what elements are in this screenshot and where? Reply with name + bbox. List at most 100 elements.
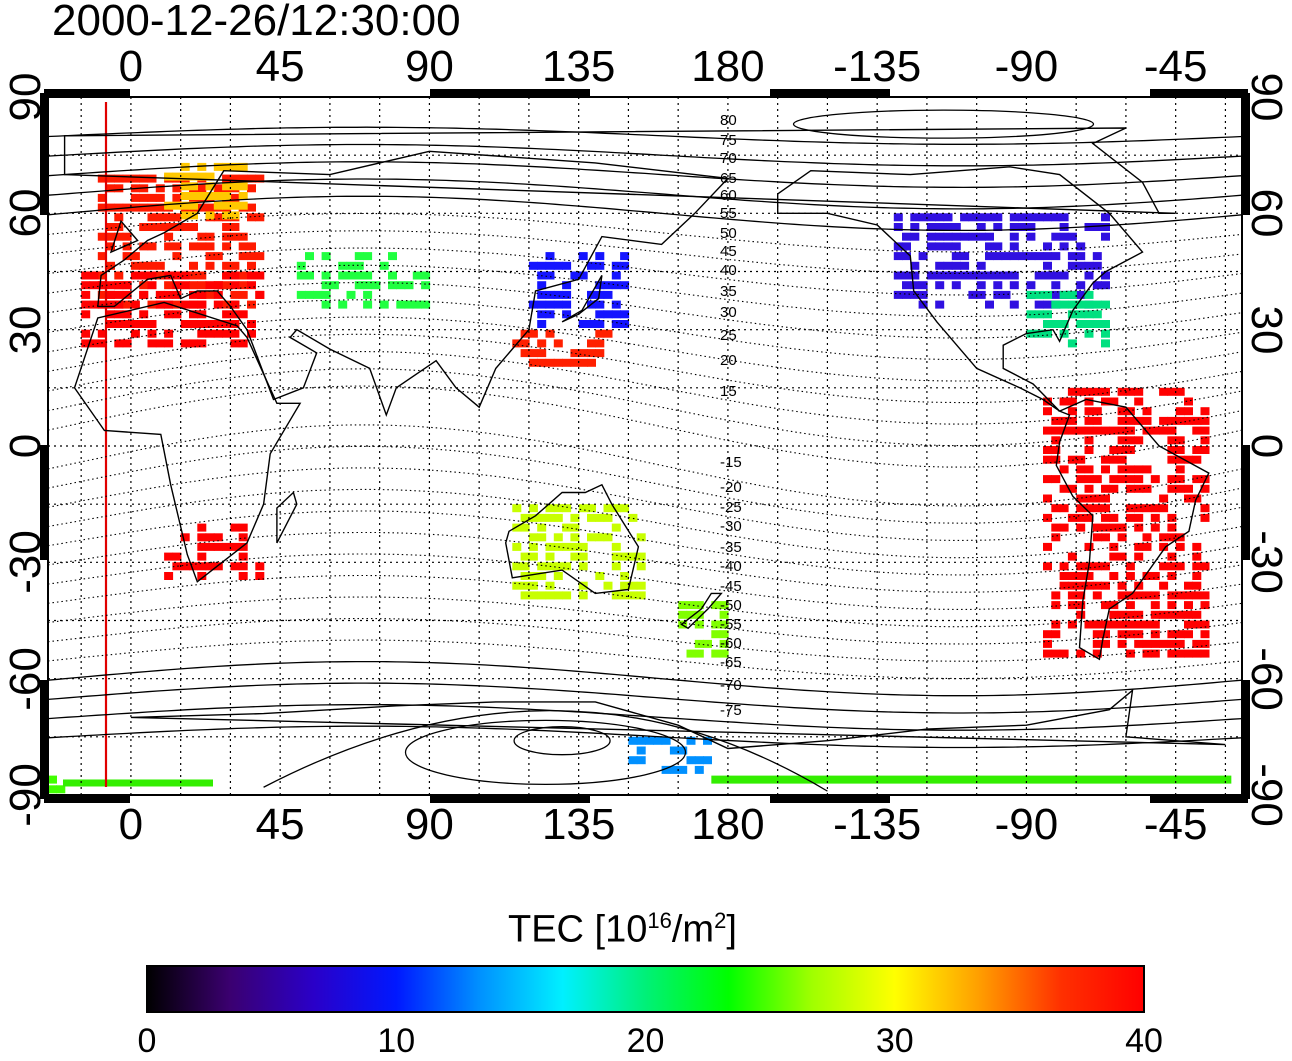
mlat-contour xyxy=(47,639,1243,680)
tec-cell xyxy=(1167,523,1177,532)
tec-cell xyxy=(893,252,903,261)
colorbar-tick: 20 xyxy=(626,1022,665,1060)
tec-cell xyxy=(611,591,621,600)
tec-cell xyxy=(976,271,986,280)
tec-cell xyxy=(910,281,920,290)
tec-cell xyxy=(553,533,563,542)
tec-cell xyxy=(1175,591,1185,600)
tec-cell xyxy=(164,232,174,241)
tec-cell xyxy=(1026,281,1036,290)
tec-cell xyxy=(719,630,729,639)
coast-new-zealand xyxy=(680,592,723,630)
tec-cell xyxy=(1192,620,1202,629)
tec-cell xyxy=(1117,639,1127,648)
tec-cell xyxy=(238,232,248,241)
contour-label: 20 xyxy=(720,352,737,369)
tec-cell xyxy=(97,193,107,202)
tec-cell xyxy=(1059,223,1069,231)
tec-cell xyxy=(1067,581,1077,590)
tec-cell xyxy=(205,203,215,212)
tec-cell xyxy=(1084,436,1094,445)
tec-cell xyxy=(1192,649,1202,658)
tec-cell xyxy=(122,281,132,290)
tec-cell xyxy=(1043,639,1052,648)
tec-cell xyxy=(197,329,207,338)
tec-cell xyxy=(1084,494,1094,503)
tec-cell xyxy=(1175,484,1185,493)
tec-cell xyxy=(1184,416,1193,425)
tec-cell xyxy=(1167,475,1177,484)
tec-cell xyxy=(653,736,663,745)
tec-cell xyxy=(545,581,555,590)
tec-cell xyxy=(1059,242,1069,251)
tec-cell xyxy=(1034,252,1044,261)
axis-bar-right xyxy=(1243,680,1250,799)
tec-cell xyxy=(1043,271,1052,280)
tec-cell xyxy=(329,281,339,290)
tec-cell xyxy=(230,281,240,290)
tec-cell xyxy=(247,320,256,328)
tec-cell xyxy=(1051,455,1061,464)
tec-cell xyxy=(512,523,522,532)
tec-cell xyxy=(238,271,248,280)
tec-cell xyxy=(636,533,646,542)
tec-cell xyxy=(1092,649,1102,658)
tec-cell xyxy=(1043,407,1052,416)
tec-cell xyxy=(81,310,91,319)
tec-cell xyxy=(1142,407,1152,416)
tec-cell xyxy=(537,320,547,328)
tec-cell xyxy=(926,242,936,251)
tec-cell xyxy=(1192,455,1202,464)
tec-cell xyxy=(1125,436,1135,445)
tec-cell xyxy=(1142,572,1152,580)
tec-cell xyxy=(1159,426,1169,435)
tec-cell xyxy=(114,271,124,280)
tec-cell xyxy=(139,203,149,212)
tec-cell xyxy=(1084,261,1094,270)
tec-cell xyxy=(155,223,165,231)
tec-cell xyxy=(222,192,232,200)
tec-cell xyxy=(1076,572,1086,580)
tec-cell xyxy=(893,290,903,299)
tec-cell xyxy=(1134,542,1144,551)
tec-cell xyxy=(1167,610,1177,619)
tec-cell xyxy=(1092,591,1102,600)
tec-cell xyxy=(1142,484,1152,493)
tec-cell xyxy=(628,736,638,745)
mlat-contour xyxy=(47,385,1243,468)
tec-cell xyxy=(1125,572,1135,580)
tec-cell xyxy=(537,261,547,270)
tec-cell xyxy=(205,533,215,542)
lon-tick-top: -45 xyxy=(1143,42,1208,91)
tec-cell xyxy=(1184,484,1193,493)
tec-cell xyxy=(189,290,198,299)
tec-cell xyxy=(247,281,256,290)
lon-tick-bottom: -90 xyxy=(994,800,1059,849)
tec-cell xyxy=(562,504,572,513)
tec-cell xyxy=(512,562,522,571)
tec-cell xyxy=(1092,639,1102,648)
contour-label: 50 xyxy=(720,225,737,242)
tec-cell xyxy=(222,232,232,241)
lon-tick-bottom: -45 xyxy=(1143,800,1208,849)
tec-cell xyxy=(114,290,124,299)
tec-cell xyxy=(1175,446,1185,454)
tec-cell xyxy=(686,756,696,765)
tec-cell xyxy=(1109,620,1119,629)
tec-cell xyxy=(611,310,621,319)
tec-cell xyxy=(412,271,422,280)
tec-cell xyxy=(396,281,406,290)
tec-cell xyxy=(910,213,920,222)
tec-cell xyxy=(1109,397,1119,406)
tec-cell xyxy=(89,300,99,309)
tec-cell xyxy=(553,300,563,309)
tec-cell xyxy=(1192,446,1202,454)
tec-cell xyxy=(1084,320,1094,328)
tec-cell xyxy=(1192,562,1202,571)
tec-cell xyxy=(520,552,530,561)
tec-cell xyxy=(89,339,99,348)
tec-cell xyxy=(255,562,265,571)
tec-cell xyxy=(222,300,232,309)
tec-cell xyxy=(893,213,903,222)
tec-cell xyxy=(1084,446,1094,454)
